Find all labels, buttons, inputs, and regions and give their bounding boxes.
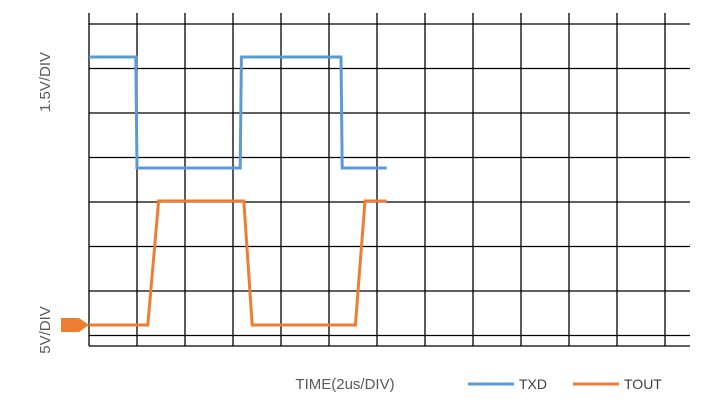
ground-marker-shape bbox=[61, 318, 89, 332]
legend: TXD TOUT bbox=[468, 376, 662, 392]
trace-txd bbox=[89, 55, 387, 170]
ground-marker bbox=[61, 318, 89, 332]
y-label-bottom: 5V/DIV bbox=[37, 306, 54, 354]
legend-label-tout: TOUT bbox=[624, 376, 662, 392]
y-label-top: 1.5V/DIV bbox=[37, 52, 54, 112]
grid bbox=[88, 13, 690, 347]
traces bbox=[89, 55, 387, 327]
x-axis-label: TIME(2us/DIV) bbox=[295, 376, 394, 393]
trace-tout bbox=[89, 199, 387, 327]
legend-label-txd: TXD bbox=[519, 376, 547, 392]
